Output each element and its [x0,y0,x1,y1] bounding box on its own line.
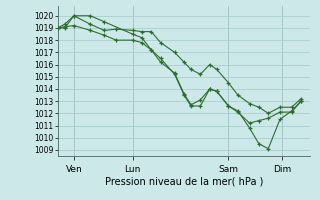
X-axis label: Pression niveau de la mer( hPa ): Pression niveau de la mer( hPa ) [105,177,263,187]
